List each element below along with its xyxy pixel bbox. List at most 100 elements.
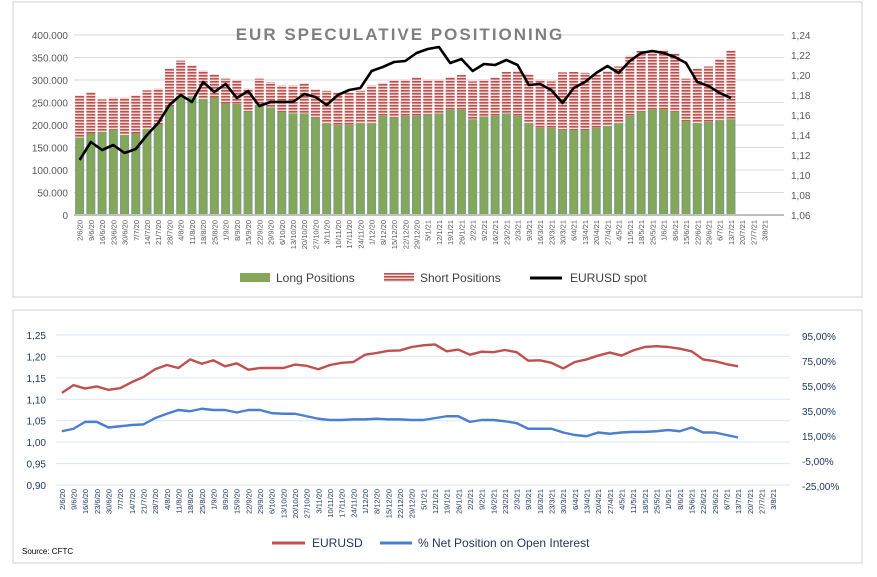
x-tick-label: 8/12/20 (379, 220, 388, 245)
y2-tick-label: 1,20 (791, 71, 811, 82)
long-position-bar (344, 125, 354, 215)
x-tick-label: 22/9/20 (244, 489, 253, 514)
x-tick-label: 16/2/21 (489, 489, 498, 514)
x-tick-label: 23/3/21 (547, 220, 556, 245)
x-tick-label: 18/5/21 (641, 489, 650, 514)
x-tick-label: 2/6/20 (58, 489, 67, 510)
short-position-bar (513, 71, 523, 116)
x-tick-label: 13/7/21 (734, 489, 743, 514)
long-position-bar (524, 123, 534, 215)
eurusd-spot-line (78, 45, 732, 161)
x-tick-label: 19/1/21 (446, 220, 455, 245)
x-tick-label: 13/7/21 (727, 220, 736, 245)
short-position-bar (423, 79, 433, 115)
short-position-bar (108, 97, 118, 130)
short-position-bar (153, 88, 163, 125)
long-position-bar (299, 113, 309, 215)
x-tick-label: 21/7/20 (154, 220, 163, 245)
x-tick-label: 25/8/20 (210, 220, 219, 245)
short-position-bar (367, 85, 377, 124)
x-tick-label: 30/3/21 (559, 489, 568, 514)
x-tick-label: 15/6/21 (682, 220, 691, 245)
net-position-line (61, 407, 739, 439)
x-tick-label: 2/2/21 (469, 220, 478, 241)
long-position-bar (412, 116, 422, 215)
y-tick-label: 100.000 (32, 166, 69, 177)
y-tick-label: 1,25 (27, 331, 47, 342)
short-position-bar (602, 71, 612, 126)
x-tick-label: 22/12/20 (401, 220, 410, 249)
legend-long-swatch (240, 273, 270, 282)
x-tick-label: 30/6/20 (121, 220, 130, 245)
long-position-bar (546, 127, 556, 215)
x-tick-label: 29/6/21 (711, 489, 720, 514)
short-position-bar (659, 49, 669, 110)
short-position-bar (479, 79, 489, 117)
x-tick-label: 1/12/20 (361, 489, 370, 514)
short-position-bar (243, 88, 253, 112)
bottom-chart-panel (12, 309, 863, 564)
x-tick-label: 6/4/21 (570, 220, 579, 241)
x-tick-label: 29/12/20 (413, 220, 422, 249)
short-position-bar (266, 82, 276, 108)
y-tick-label: 1,00 (27, 438, 47, 449)
x-tick-label: 13/4/21 (581, 220, 590, 245)
long-position-bar (614, 123, 624, 215)
y-tick-label: 300.000 (32, 76, 69, 87)
x-tick-label: 11/5/21 (629, 489, 638, 513)
x-tick-label: 20/7/21 (738, 220, 747, 245)
long-position-bar (266, 107, 276, 215)
long-position-bar (434, 113, 444, 215)
x-tick-label: 24/11/20 (349, 489, 358, 518)
short-position-bar (468, 81, 478, 120)
long-position-bar (468, 119, 478, 215)
x-tick-label: 12/1/21 (435, 220, 444, 245)
x-tick-label: 7/7/20 (132, 220, 141, 241)
y-tick-label: 350.000 (32, 54, 69, 65)
y2-tick-label: 15,00% (802, 432, 836, 443)
x-tick-label: 16/6/20 (81, 489, 90, 514)
long-position-bar (322, 123, 332, 215)
long-position-bar (164, 106, 174, 215)
short-position-bar (726, 50, 736, 120)
x-tick-label: 6/10/20 (278, 220, 287, 245)
x-tick-label: 25/8/20 (198, 489, 207, 514)
x-tick-label: 30/6/20 (104, 489, 113, 514)
x-tick-label: 18/8/20 (199, 220, 208, 245)
short-position-bar (670, 53, 680, 112)
long-position-bar (86, 133, 96, 215)
long-position-bar (400, 116, 410, 215)
x-tick-label: 4/8/20 (163, 489, 172, 510)
long-position-bar (490, 116, 500, 215)
short-position-bar (692, 68, 702, 124)
short-position-bar (198, 70, 208, 99)
long-position-bar (670, 111, 680, 215)
x-tick-label: 13/4/21 (583, 489, 592, 514)
short-position-bar (221, 78, 231, 104)
y2-tick-label: 1,24 (791, 31, 811, 42)
x-tick-label: 23/2/21 (502, 220, 511, 245)
long-position-bar (131, 133, 141, 215)
x-tick-label: 1/12/20 (368, 220, 377, 245)
long-position-bar (221, 103, 231, 215)
y-tick-label: 400.000 (32, 31, 69, 42)
x-tick-label: 14/7/20 (128, 489, 137, 514)
x-tick-label: 23/6/20 (109, 220, 118, 245)
x-tick-label: 1/9/20 (222, 220, 231, 241)
x-tick-label: 20/10/20 (291, 489, 300, 518)
long-position-bar (445, 109, 455, 215)
y-tick-label: 150.000 (32, 144, 69, 155)
y2-tick-label: -5,00% (802, 457, 834, 468)
long-position-bar (378, 116, 388, 215)
long-position-bar (277, 111, 287, 215)
x-tick-label: 5/1/21 (424, 220, 433, 241)
x-tick-label: 16/6/20 (98, 220, 107, 245)
x-tick-label: 16/3/21 (536, 489, 545, 514)
legend-eurusd-label: EURUSD (312, 536, 363, 550)
x-tick-label: 22/6/21 (699, 489, 708, 514)
x-tick-label: 6/10/20 (268, 489, 277, 514)
short-position-bar (614, 66, 624, 124)
x-tick-label: 1/6/21 (664, 489, 673, 510)
x-tick-label: 23/3/21 (548, 489, 557, 514)
